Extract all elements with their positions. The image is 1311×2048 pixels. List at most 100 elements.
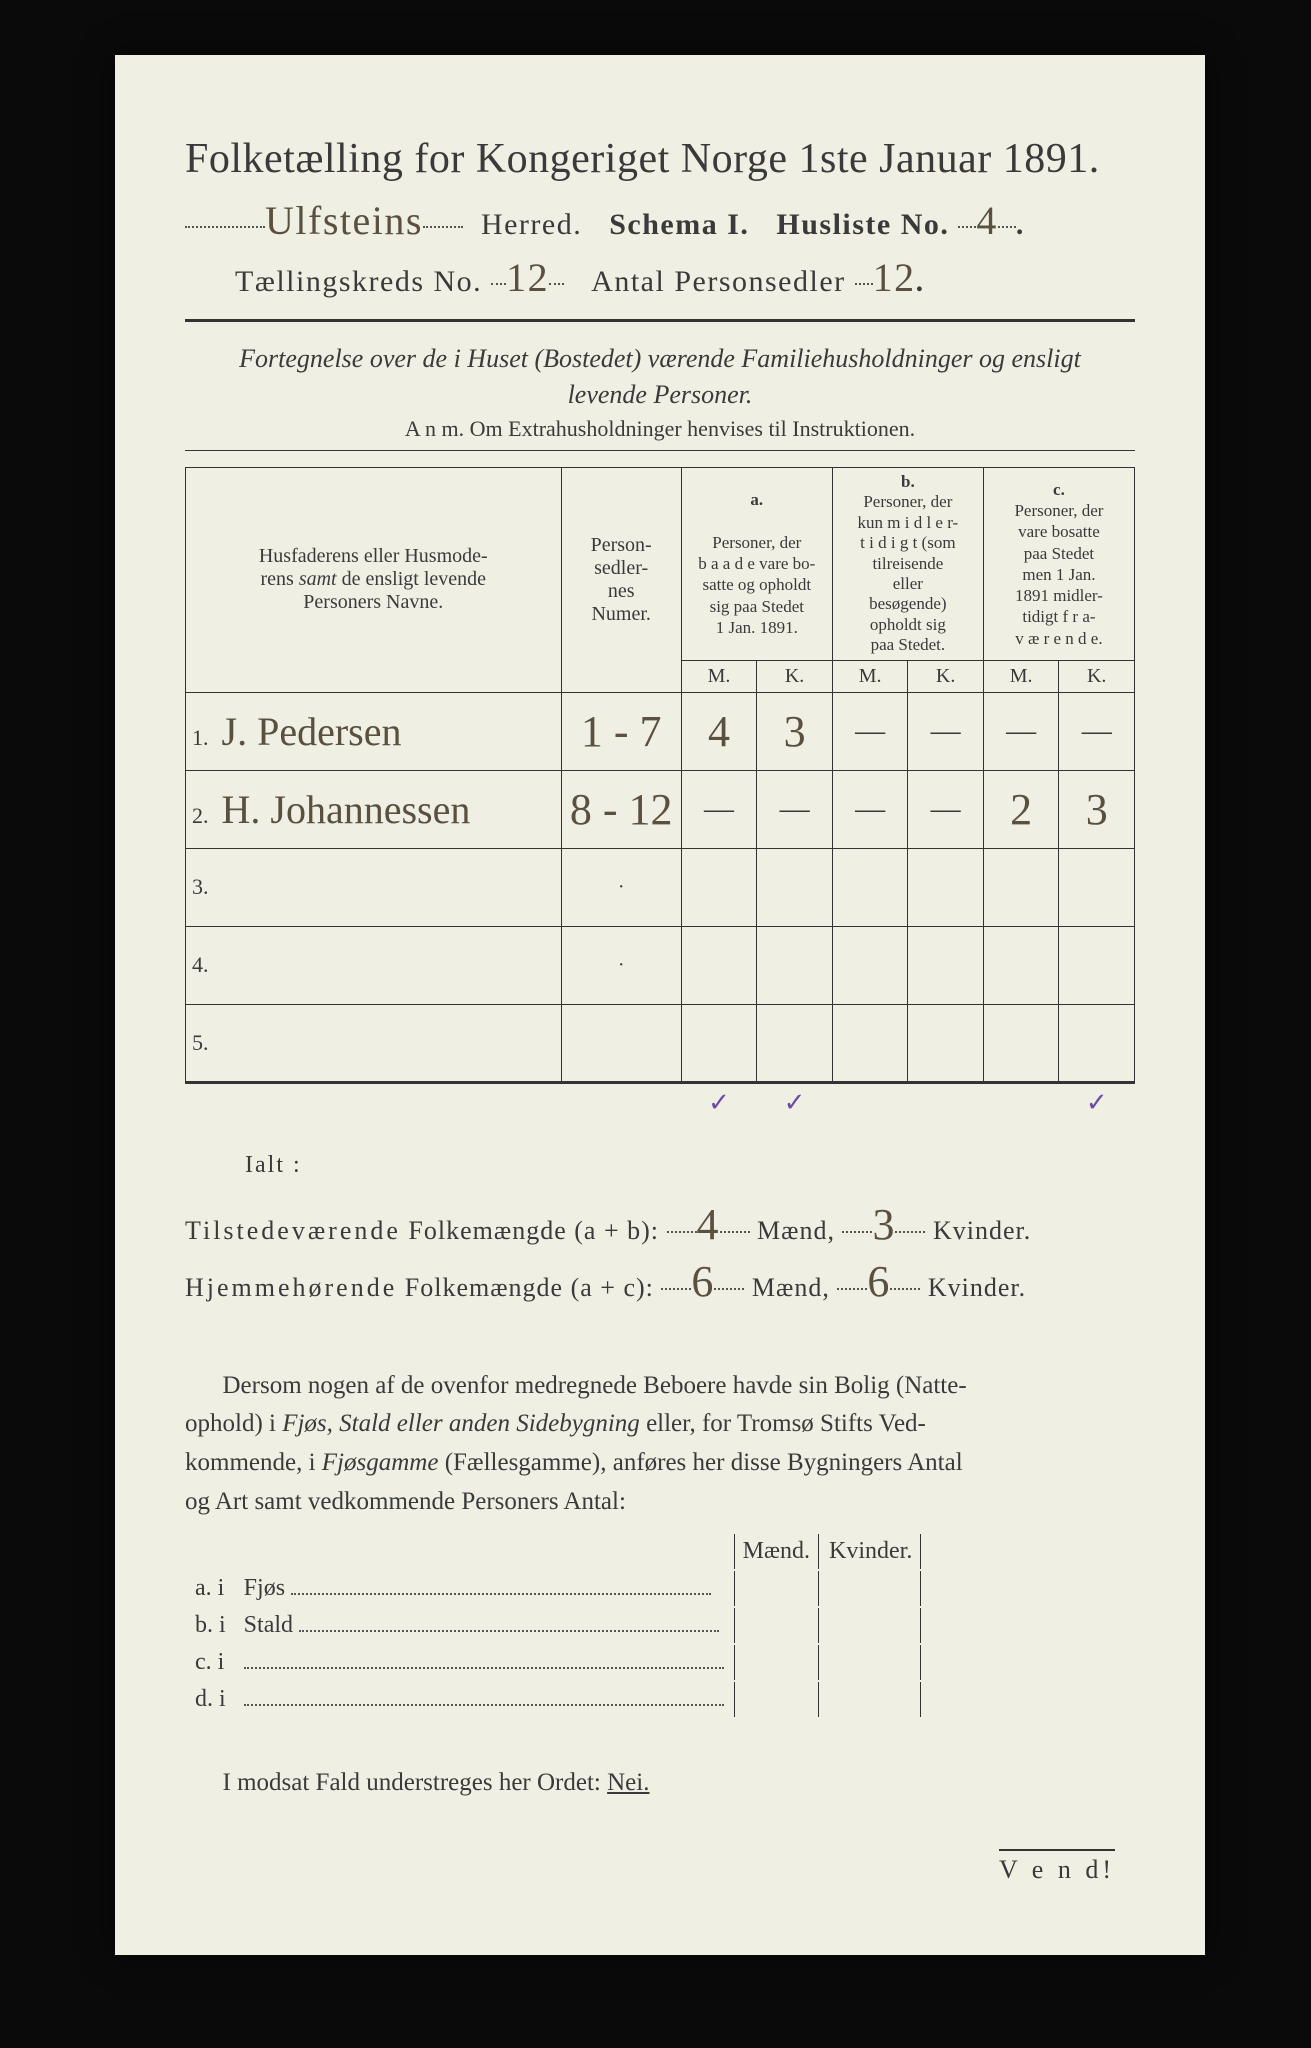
- side-row: c. i: [187, 1645, 921, 1680]
- b2: kun m i d l e r-: [858, 513, 959, 532]
- v: 2: [1010, 785, 1032, 834]
- l2a: Hjemmehørende: [185, 1273, 397, 1302]
- l2k: 6: [867, 1257, 890, 1306]
- p1: Dersom nogen af de ovenfor medregnede Be…: [223, 1372, 967, 1399]
- cell-aK: [757, 926, 833, 1004]
- rn: 2.: [192, 803, 217, 828]
- nei-t2: Nei.: [607, 1769, 649, 1796]
- cell-bK: —: [908, 692, 984, 770]
- rn: 5.: [192, 1030, 217, 1055]
- sk: b. i: [187, 1608, 234, 1643]
- check-cK: ✓: [1059, 1082, 1135, 1122]
- p3b: (Fællesgamme), anføres her disse Bygning…: [438, 1449, 962, 1476]
- check-aM: ✓: [681, 1082, 757, 1122]
- sum-line-1: Tilstedeværende Folkemængde (a + b): 4 M…: [185, 1199, 1135, 1250]
- l1m: 4: [697, 1200, 720, 1249]
- a2: b a a d e vare bo-: [698, 554, 815, 573]
- period-2: .: [916, 265, 925, 298]
- nu: 1 - 7: [581, 707, 662, 756]
- v: 3: [784, 707, 806, 756]
- personsedler-label: Antal Personsedler: [591, 265, 845, 298]
- ialt-label: Ialt :: [245, 1152, 1135, 1179]
- c2a: Person-: [591, 534, 652, 556]
- main-table: Husfaderens eller Husmode- rens samt de …: [185, 467, 1135, 1122]
- divider-1: [185, 319, 1135, 322]
- cell-bK: [908, 848, 984, 926]
- svt: Stald: [244, 1612, 293, 1638]
- cell-bM: —: [832, 692, 908, 770]
- c2c: nes: [608, 580, 635, 602]
- sv: [236, 1682, 732, 1717]
- cc6: tidigt f r a-: [1022, 607, 1095, 626]
- b6: besøgende): [869, 594, 946, 613]
- b8: paa Stedet.: [871, 635, 946, 654]
- cell-aK: [757, 1004, 833, 1082]
- header-line-3: Tællingskreds No. 12 Antal Personsedler …: [185, 254, 1135, 301]
- cell-aK: 3: [757, 692, 833, 770]
- table-row: 1. J. Pedersen 1 - 7 4 3 — — — —: [186, 692, 1135, 770]
- cc7: v æ r e n d e.: [1015, 629, 1102, 648]
- cell-num: ·: [561, 848, 681, 926]
- paragraph: Dersom nogen af de ovenfor medregnede Be…: [185, 1367, 1135, 1522]
- husliste-label: Husliste No.: [776, 208, 949, 241]
- sv: [236, 1645, 732, 1680]
- cK-h: K.: [1059, 660, 1135, 692]
- nm: J. Pedersen: [222, 708, 402, 755]
- nei-line: I modsat Fald understreges her Ordet: Ne…: [185, 1769, 1135, 1797]
- cell-bK: —: [908, 770, 984, 848]
- rn: 3.: [192, 874, 217, 899]
- cell-cM: [983, 926, 1059, 1004]
- intro-line-1: Fortegnelse over de i Huset (Bostedet) v…: [185, 344, 1135, 374]
- side-maend: Mænd.: [734, 1534, 819, 1569]
- table-row: 4. ·: [186, 926, 1135, 1004]
- check-aK: ✓: [757, 1082, 833, 1122]
- c2d: Numer.: [591, 603, 650, 625]
- cell-cK: [1059, 926, 1135, 1004]
- cell-aK: —: [757, 770, 833, 848]
- kreds-label: Tællingskreds No.: [235, 265, 482, 298]
- cell-bM: [832, 1004, 908, 1082]
- cell-num: 8 - 12: [561, 770, 681, 848]
- cell-name: 2. H. Johannessen: [186, 770, 562, 848]
- herred-hand: Ulfsteins: [265, 197, 423, 244]
- col-a-head: a. Personer, der b a a d e vare bo- satt…: [681, 468, 832, 661]
- rn: 1.: [192, 725, 217, 750]
- p2i: Fjøs, Stald eller anden Sidebygning: [282, 1410, 640, 1437]
- cell-name: 5.: [186, 1004, 562, 1082]
- cell-cM: —: [983, 692, 1059, 770]
- col-c-head: c. Personer, der vare bosatte paa Stedet…: [983, 468, 1134, 661]
- cl: c.: [1053, 480, 1065, 499]
- cell-name: 4.: [186, 926, 562, 1004]
- document-page: Folketælling for Kongeriget Norge 1ste J…: [115, 55, 1205, 1955]
- mae2: Mænd,: [752, 1273, 837, 1302]
- c1e: Personers Navne.: [303, 591, 443, 613]
- table-row: 5.: [186, 1004, 1135, 1082]
- check-row: ✓ ✓ ✓: [186, 1082, 1135, 1122]
- cell-cM: 2: [983, 770, 1059, 848]
- nm: H. Johannessen: [222, 786, 471, 833]
- main-title: Folketælling for Kongeriget Norge 1ste J…: [185, 135, 1135, 183]
- header-row-1: Husfaderens eller Husmode- rens samt de …: [186, 468, 1135, 661]
- vend-label: V e n d!: [999, 1849, 1115, 1885]
- cell-name: 1. J. Pedersen: [186, 692, 562, 770]
- sk: a. i: [187, 1571, 234, 1606]
- side-head: Mænd. Kvinder.: [187, 1534, 921, 1569]
- cell-cK: —: [1059, 692, 1135, 770]
- anm-line: A n m. Om Extrahusholdninger henvises ti…: [185, 416, 1135, 442]
- aM-h: M.: [681, 660, 757, 692]
- sum-line-2: Hjemmehørende Folkemængde (a + c): 6 Mæn…: [185, 1256, 1135, 1307]
- aK-h: K.: [757, 660, 833, 692]
- content-area: Folketælling for Kongeriget Norge 1ste J…: [115, 55, 1205, 1837]
- side-row: d. i: [187, 1682, 921, 1717]
- cell-bM: [832, 848, 908, 926]
- cc2: vare bosatte: [1018, 522, 1100, 541]
- cell-cM: [983, 1004, 1059, 1082]
- svt: Fjøs: [244, 1575, 285, 1601]
- c1b: rens: [261, 568, 299, 590]
- side-table: Mænd. Kvinder. a. i Fjøs b. i Stald c. i: [185, 1532, 923, 1719]
- cell-cK: [1059, 1004, 1135, 1082]
- cell-num: ·: [561, 926, 681, 1004]
- cc4: men 1 Jan.: [1022, 565, 1095, 584]
- p2: ophold) i: [185, 1410, 282, 1437]
- rn: 4.: [192, 952, 217, 977]
